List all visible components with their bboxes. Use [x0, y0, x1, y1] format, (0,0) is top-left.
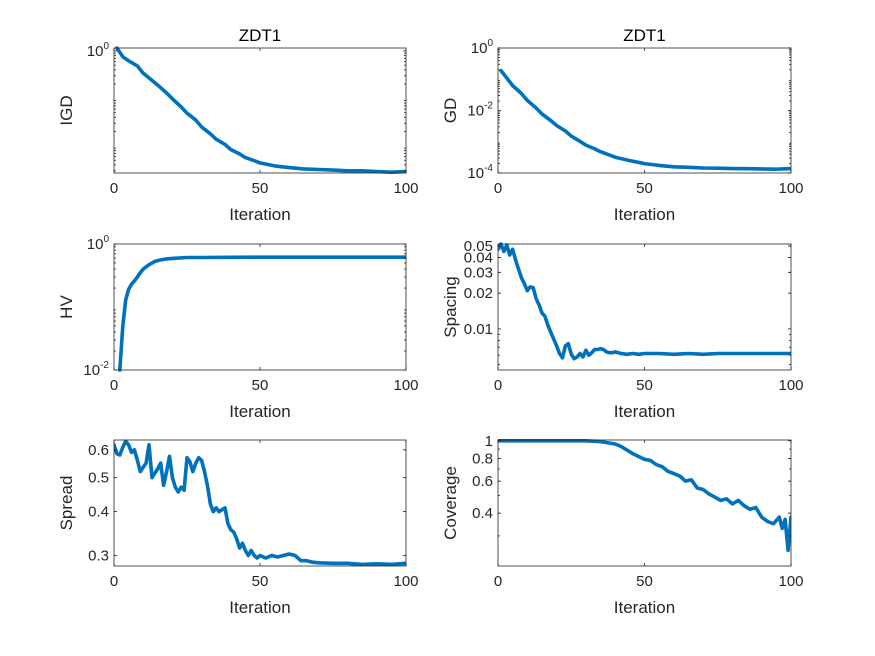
x-axis-label: Iteration: [614, 205, 675, 224]
x-tick-label: 0: [494, 377, 502, 394]
y-axis-label: IGD: [57, 95, 76, 125]
series-line-spacing: [498, 242, 791, 361]
x-tick-label: 0: [494, 573, 502, 590]
x-tick-label: 50: [252, 377, 269, 394]
y-tick-label: 0.8: [472, 450, 493, 467]
y-tick-label: 0.4: [88, 504, 109, 521]
y-tick-label: 0.6: [472, 473, 493, 490]
x-tick-label: 100: [393, 180, 418, 197]
x-tick-label: 0: [110, 180, 118, 197]
subplot-spacing: 0 50 100 0.050.040.03 0.02 0.01 Iteration Spaci…: [441, 238, 804, 421]
x-tick-label: 50: [252, 180, 269, 197]
series-line-gd: [499, 68, 791, 171]
subplot-gd: 0 50 100 100 10-2 10-4 Iteration GD ZDT1: [441, 26, 804, 224]
y-tick-label: 0.05: [464, 238, 493, 255]
x-tick-label: 50: [636, 573, 653, 590]
series-line-igd: [115, 46, 406, 174]
subplot-title: ZDT1: [623, 26, 666, 45]
x-tick-label: 0: [110, 573, 118, 590]
series-line-spread: [114, 439, 406, 567]
y-tick-label: 10-2: [83, 360, 109, 379]
x-tick-label: 100: [778, 573, 803, 590]
axes-frame: [497, 243, 792, 371]
axes-frame: [113, 439, 407, 567]
y-tick-label: 0.03: [464, 264, 493, 281]
x-tick-label: 50: [252, 573, 269, 590]
y-tick-label: 0.02: [464, 285, 493, 302]
y-axis-label: Spread: [57, 476, 76, 531]
x-tick-label: 100: [393, 573, 418, 590]
x-axis-label: Iteration: [229, 402, 290, 421]
y-tick-label: 0.4: [472, 505, 493, 522]
y-tick-label: 0.5: [88, 470, 109, 487]
x-tick-label: 100: [778, 377, 803, 394]
x-axis-label: Iteration: [229, 598, 290, 617]
x-axis-label: Iteration: [614, 598, 675, 617]
y-tick-label: 0.04: [464, 250, 493, 267]
y-tick-label: 100: [87, 41, 110, 60]
x-tick-label: 0: [110, 377, 118, 394]
x-axis-label: Iteration: [614, 402, 675, 421]
axes-frame: [113, 243, 407, 371]
x-tick-label: 0: [494, 180, 502, 197]
y-tick-label: 0.3: [88, 547, 109, 564]
axes-frame: [113, 47, 407, 174]
y-axis-label: HV: [57, 295, 76, 319]
y-tick-label: 10-4: [467, 163, 493, 182]
series-line-hv: [118, 255, 406, 372]
x-tick-label: 50: [636, 377, 653, 394]
subplot-igd: 0 50 100 100 Iteration IGD ZDT1: [57, 26, 419, 224]
y-axis-label: GD: [441, 98, 460, 124]
subplot-coverage: 0 50 100 10.8 0.6 0.4 Iteration Coverage: [441, 433, 804, 617]
y-tick-label: 100: [87, 234, 110, 253]
x-axis-label: Iteration: [229, 205, 290, 224]
subplot-hv: 0 50 100 100 10-2 Iteration HV: [57, 234, 419, 421]
x-tick-label: 100: [778, 180, 803, 197]
y-tick-label: 100: [471, 38, 494, 57]
subplot-spread: 0 50 100 0.6 0.5 0.4 0.3 Iteration Spread: [57, 439, 419, 617]
y-axis-label: Spacing: [441, 276, 460, 337]
y-tick-label: 1: [485, 433, 493, 450]
y-tick-label: 10-2: [467, 101, 493, 120]
x-tick-label: 100: [393, 377, 418, 394]
y-tick-label: 0.6: [88, 442, 109, 459]
subplot-title: ZDT1: [239, 26, 282, 45]
x-tick-label: 50: [636, 180, 653, 197]
y-axis-label: Coverage: [441, 466, 460, 540]
series-line-coverage: [498, 439, 791, 553]
y-tick-label: 0.01: [464, 321, 493, 338]
axes-frame: [497, 47, 792, 174]
